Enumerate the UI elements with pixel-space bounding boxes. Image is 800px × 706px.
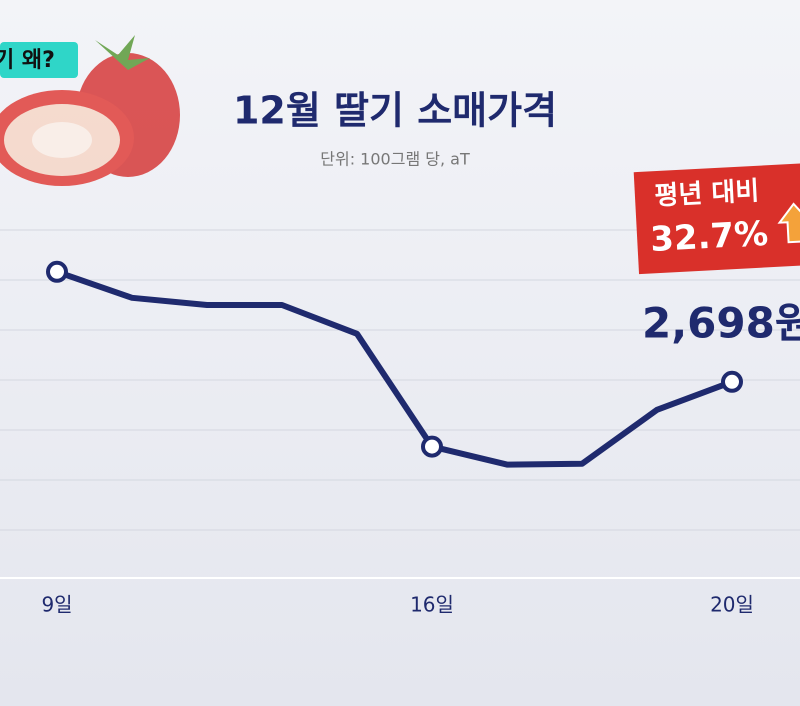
x-tick-label: 16일 bbox=[410, 593, 454, 617]
point bbox=[421, 435, 443, 458]
chart-subtitle: 단위: 100그램 당, aT bbox=[320, 150, 470, 169]
line bbox=[56, 268, 734, 468]
badge-text: 평년 대비 bbox=[654, 176, 760, 211]
x-tick-label: 20일 bbox=[710, 593, 754, 617]
chart-title: 12월 딸기 소매가격 bbox=[233, 89, 557, 133]
value-label: 2,698원 bbox=[642, 298, 800, 347]
tag: 기 왜? bbox=[0, 48, 55, 73]
x-tick-label: 9일 bbox=[41, 593, 72, 617]
point bbox=[721, 370, 743, 393]
grid bbox=[0, 229, 800, 579]
badge: 평년 대비 32.7% bbox=[633, 162, 800, 275]
tag-box bbox=[0, 42, 78, 78]
point bbox=[46, 260, 68, 283]
strawberry-image bbox=[0, 35, 180, 186]
badge-value: 32.7% bbox=[649, 214, 769, 260]
